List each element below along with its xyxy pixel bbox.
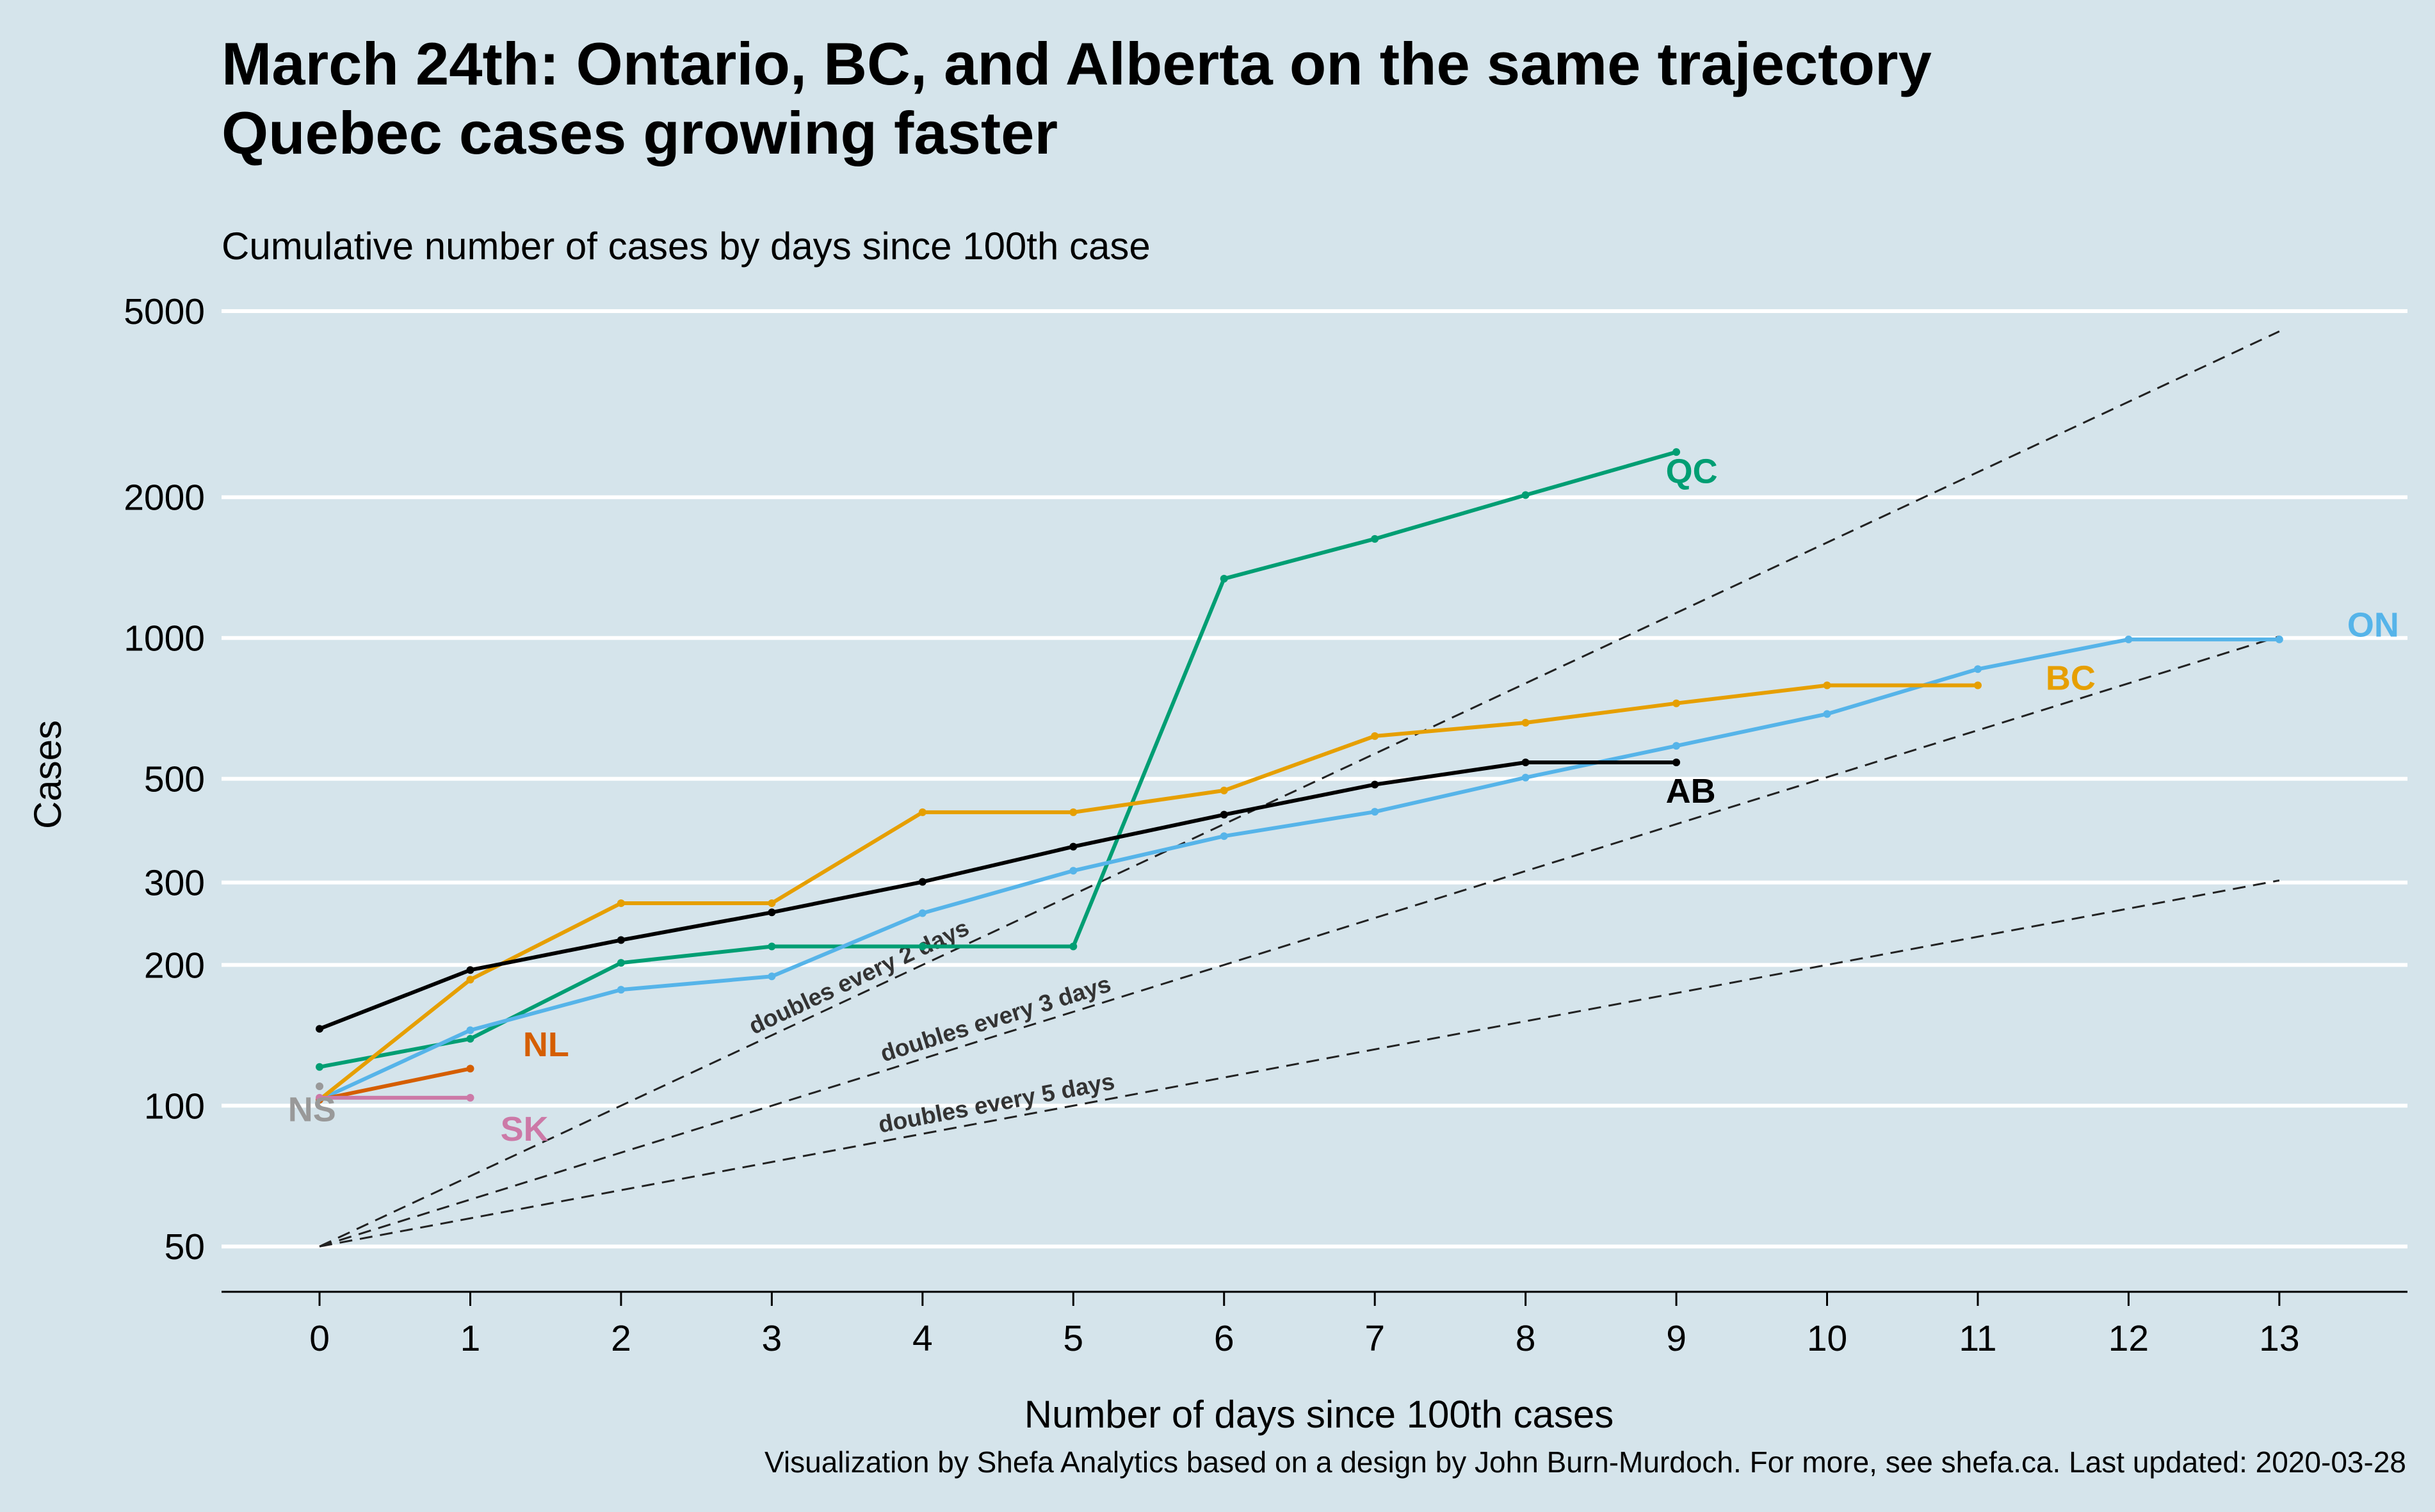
point-on-12 xyxy=(2124,635,2133,643)
x-tick-0: 0 xyxy=(309,1318,330,1359)
point-bc-6 xyxy=(1220,786,1228,794)
x-axis-ticks: 0 1 2 3 4 5 6 7 8 9 10 11 12 13 xyxy=(309,1292,2300,1359)
point-bc-11 xyxy=(1973,681,1982,689)
x-tick-13: 13 xyxy=(2259,1318,2299,1359)
point-sk-0 xyxy=(316,1093,324,1102)
point-qc-0 xyxy=(316,1063,324,1071)
series-label-qc: QC xyxy=(1666,453,1718,491)
point-on-11 xyxy=(1973,665,1982,673)
reference-line-doubles-every-3-days xyxy=(319,635,2280,1248)
series-lines xyxy=(316,448,2283,1104)
series-labels: QC ON BC AB NL SK NS xyxy=(288,453,2399,1149)
point-bc-4 xyxy=(918,808,926,816)
point-ab-0 xyxy=(316,1025,324,1033)
x-tick-9: 9 xyxy=(1666,1318,1687,1359)
chart-subtitle: Cumulative number of cases by days since… xyxy=(222,225,1151,268)
y-tick-50: 50 xyxy=(165,1226,205,1267)
point-on-13 xyxy=(2275,635,2283,643)
point-qc-5 xyxy=(1069,942,1078,951)
point-bc-5 xyxy=(1069,808,1078,816)
series-line-ab xyxy=(318,760,1679,1031)
point-on-10 xyxy=(1823,710,1831,718)
point-qc-4 xyxy=(918,942,926,951)
point-qc-1 xyxy=(466,1034,474,1043)
point-ab-3 xyxy=(768,908,776,917)
point-on-4 xyxy=(918,909,926,917)
gridlines xyxy=(222,309,2407,1249)
y-axis-title: Cases xyxy=(26,720,69,829)
point-ab-4 xyxy=(918,878,926,886)
point-on-7 xyxy=(1371,808,1379,816)
x-tick-2: 2 xyxy=(611,1318,631,1359)
point-bc-8 xyxy=(1521,718,1530,727)
y-tick-2000: 2000 xyxy=(124,478,205,519)
point-bc-1 xyxy=(466,976,474,984)
point-ab-1 xyxy=(466,966,474,974)
series-label-ns: NS xyxy=(288,1091,336,1129)
chart-title-line-1: March 24th: Ontario, BC, and Alberta on … xyxy=(222,30,1932,97)
point-qc-9 xyxy=(1672,448,1681,456)
point-ab-9 xyxy=(1672,759,1681,767)
series-line-bc xyxy=(318,683,1980,1102)
point-bc-2 xyxy=(617,899,625,907)
series-label-nl: NL xyxy=(523,1025,569,1064)
point-bc-9 xyxy=(1672,699,1681,707)
point-qc-3 xyxy=(768,942,776,951)
point-bc-10 xyxy=(1823,681,1831,689)
y-tick-100: 100 xyxy=(144,1086,205,1127)
x-tick-7: 7 xyxy=(1364,1318,1385,1359)
point-on-2 xyxy=(617,986,625,994)
point-ab-2 xyxy=(617,936,625,944)
x-tick-1: 1 xyxy=(460,1318,481,1359)
y-axis-ticks: 50 100 200 300 500 1000 2000 5000 xyxy=(124,291,205,1267)
x-tick-12: 12 xyxy=(2108,1318,2149,1359)
point-nl-1 xyxy=(466,1065,474,1073)
chart-title-line-2: Quebec cases growing faster xyxy=(222,99,1058,166)
y-tick-500: 500 xyxy=(144,759,205,800)
series-line-on xyxy=(318,637,2281,1102)
point-on-9 xyxy=(1672,742,1681,750)
point-qc-8 xyxy=(1521,491,1530,499)
point-ab-6 xyxy=(1220,810,1228,819)
point-bc-7 xyxy=(1371,732,1379,740)
reference-line-doubles-every-2-days xyxy=(319,330,2280,1248)
x-tick-6: 6 xyxy=(1214,1318,1234,1359)
chart-caption: Visualization by Shefa Analytics based o… xyxy=(764,1445,2406,1479)
x-tick-8: 8 xyxy=(1516,1318,1536,1359)
reference-line-doubles-every-5-days xyxy=(319,879,2280,1248)
y-tick-300: 300 xyxy=(144,863,205,904)
series-label-on: ON xyxy=(2347,606,2399,645)
point-sk-1 xyxy=(466,1093,474,1102)
point-on-5 xyxy=(1069,867,1078,875)
series-label-sk: SK xyxy=(501,1110,549,1148)
point-ab-8 xyxy=(1521,759,1530,767)
point-qc-6 xyxy=(1220,575,1228,583)
x-axis-title: Number of days since 100th cases xyxy=(1024,1393,1614,1436)
series-label-bc: BC xyxy=(2046,659,2096,698)
y-tick-200: 200 xyxy=(144,945,205,986)
series-line-qc xyxy=(318,450,1679,1069)
series-line-nl xyxy=(318,1066,473,1102)
point-bc-3 xyxy=(768,899,776,907)
point-on-3 xyxy=(768,972,776,981)
point-ab-5 xyxy=(1069,842,1078,851)
point-on-6 xyxy=(1220,832,1228,840)
y-tick-5000: 5000 xyxy=(124,291,205,332)
point-qc-7 xyxy=(1371,535,1379,543)
y-tick-1000: 1000 xyxy=(124,618,205,659)
x-tick-5: 5 xyxy=(1063,1318,1083,1359)
x-tick-10: 10 xyxy=(1807,1318,1847,1359)
point-ns-0 xyxy=(316,1082,324,1091)
point-ab-7 xyxy=(1371,780,1379,789)
point-on-8 xyxy=(1521,773,1530,782)
x-tick-11: 11 xyxy=(1959,1318,1996,1359)
x-tick-3: 3 xyxy=(762,1318,782,1359)
point-on-1 xyxy=(466,1026,474,1034)
x-tick-4: 4 xyxy=(912,1318,933,1359)
point-qc-2 xyxy=(617,959,625,967)
series-label-ab: AB xyxy=(1666,772,1716,810)
